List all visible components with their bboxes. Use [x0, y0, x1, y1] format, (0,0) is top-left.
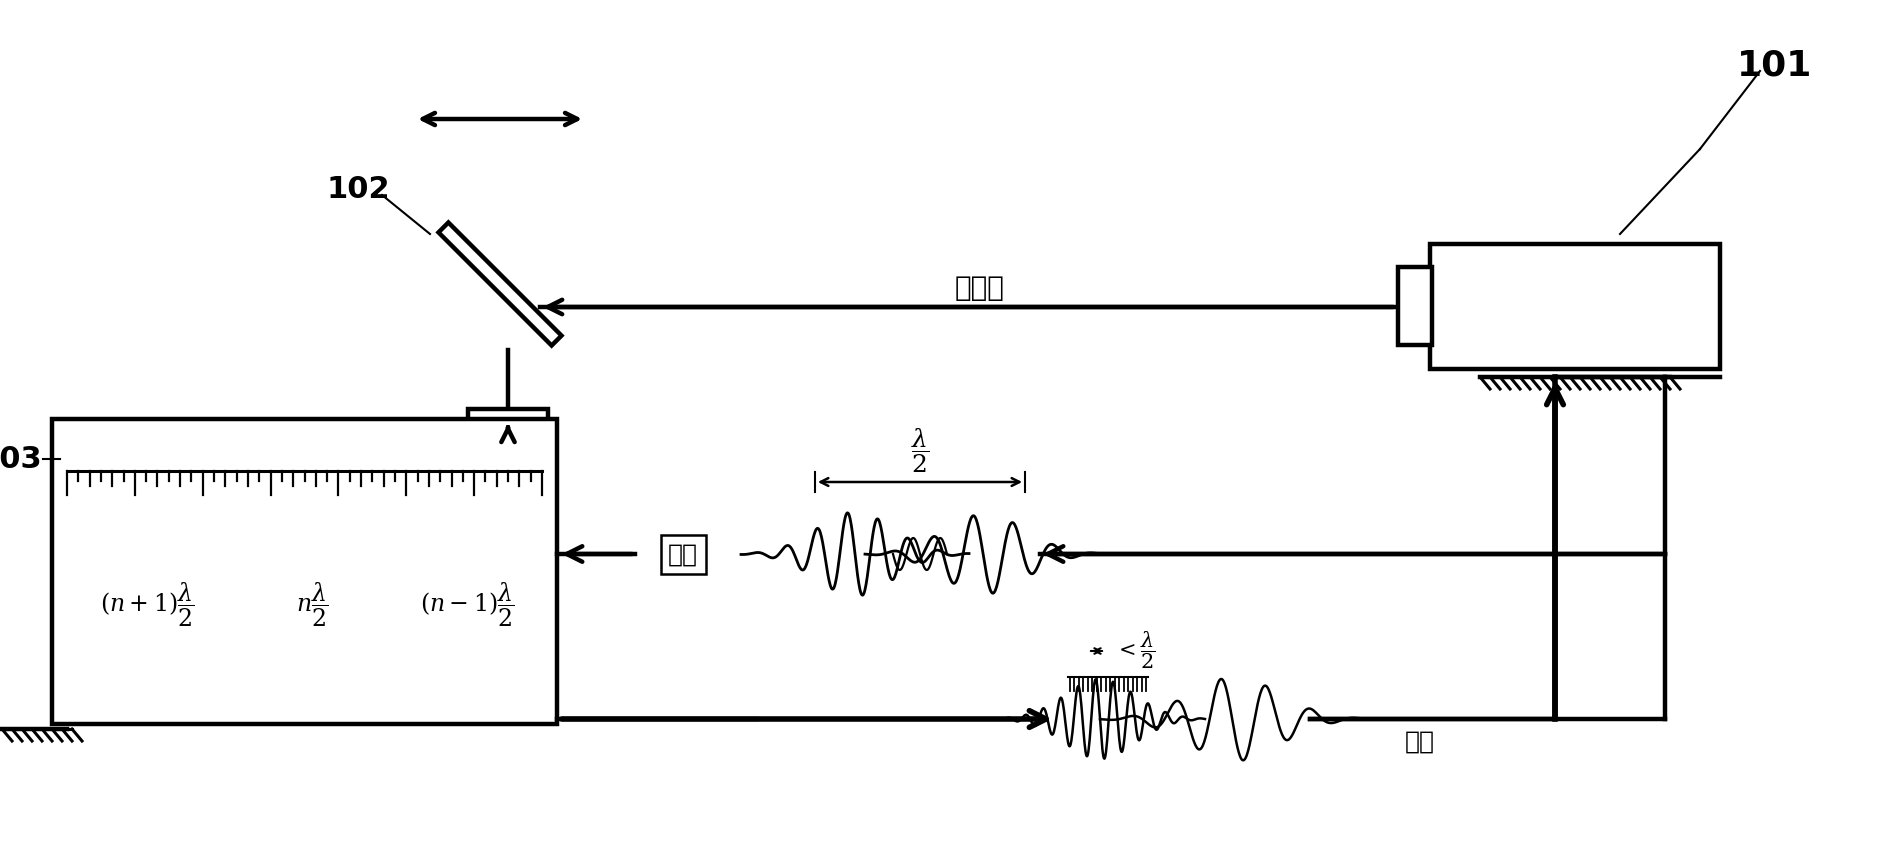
Bar	[1430, 245, 1719, 369]
Text: $(n+1)\dfrac{\lambda}{2}$: $(n+1)\dfrac{\lambda}{2}$	[100, 580, 194, 629]
Text: 102: 102	[327, 176, 389, 204]
Text: 101: 101	[1738, 48, 1813, 82]
Text: $n\dfrac{\lambda}{2}$: $n\dfrac{\lambda}{2}$	[295, 580, 329, 629]
Polygon shape	[438, 223, 562, 346]
Text: 校准: 校准	[669, 543, 697, 566]
Bar	[53, 420, 556, 724]
Text: 103: 103	[0, 445, 41, 474]
Text: 修正: 修正	[1405, 729, 1436, 753]
Bar	[468, 409, 549, 430]
Text: $<\dfrac{\lambda}{2}$: $<\dfrac{\lambda}{2}$	[1114, 629, 1156, 670]
Bar	[1398, 268, 1432, 345]
Text: 测量光: 测量光	[955, 274, 1005, 302]
Text: $\dfrac{\lambda}{2}$: $\dfrac{\lambda}{2}$	[911, 426, 930, 474]
Text: $(n-1)\dfrac{\lambda}{2}$: $(n-1)\dfrac{\lambda}{2}$	[419, 580, 515, 629]
